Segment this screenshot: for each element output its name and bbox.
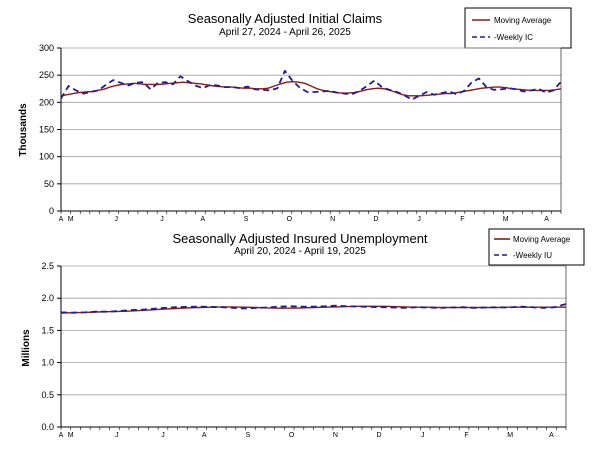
y-tick-label: 1.5 [41,325,54,335]
x-tick-label: F [464,432,468,439]
y-tick-label: 250 [39,70,54,80]
x-tick-label: D [373,216,378,223]
x-tick-label: S [246,432,251,439]
series-line-weekly [60,303,567,314]
chart-subtitle: April 27, 2024 - April 26, 2025 [219,27,351,38]
legend-box [488,228,585,266]
x-tick-label: M [68,432,74,439]
legend: Moving Average -Weekly IU [488,228,585,266]
x-tick-label: J [417,216,421,223]
x-tick-label: J [421,432,425,439]
y-axis-label: Millions [21,329,32,367]
x-tick-label: A [59,216,64,223]
y-tick-label: 2.5 [41,261,54,271]
x-tick-label: M [68,216,74,223]
x-tick-label: N [333,432,338,439]
x-tick-label: J [115,216,119,223]
series-line-weekly [60,69,562,101]
legend-box [464,7,572,49]
y-tick-label: 1.0 [41,358,54,368]
y-tick-label: 2.0 [41,293,54,303]
legend-label-moving-average: Moving Average [494,16,552,25]
x-tick-label: A [200,216,205,223]
y-tick-label: 100 [39,152,54,162]
y-tick-label: 0 [49,206,54,216]
x-tick-label: A [549,432,554,439]
y-tick-label: 300 [39,43,54,53]
x-tick-label: S [244,216,249,223]
x-tick-label: J [115,432,119,439]
x-tick-label: M [507,432,513,439]
y-tick-label: 0.5 [41,390,54,400]
chart-title: Seasonally Adjusted Insured Unemployment [172,231,427,246]
insured-unemployment-chart: Seasonally Adjusted Insured Unemployment… [21,228,585,439]
x-tick-label: D [377,432,382,439]
legend-label-moving-average: Moving Average [513,235,571,244]
series-line-moving-average [60,80,562,97]
chart-title: Seasonally Adjusted Initial Claims [188,11,383,26]
y-tick-label: 0.0 [41,422,54,432]
plot-area: 0.00.51.01.52.02.5A M J J A S O N D J F M A [41,261,567,439]
x-tick-label: A [202,432,207,439]
x-tick-label: O [287,216,293,223]
chart-subtitle: April 20, 2024 - April 19, 2025 [234,246,366,257]
legend-label-weekly: -Weekly IC [494,33,533,42]
legend-label-weekly: -Weekly IU [513,251,552,260]
x-tick-label: F [460,216,464,223]
y-axis-label: Thousands [18,103,29,157]
x-tick-label: A [59,432,64,439]
y-tick-label: 150 [39,125,54,135]
x-tick-label: M [503,216,509,223]
y-tick-label: 50 [44,179,54,189]
y-tick-label: 200 [39,97,54,107]
initial-claims-chart: Seasonally Adjusted Initial Claims April… [18,7,572,223]
x-tick-label: J [160,216,164,223]
x-tick-label: O [289,432,295,439]
x-tick-label: N [330,216,335,223]
x-tick-label: J [161,432,165,439]
x-tick-label: A [544,216,549,223]
legend: Moving Average -Weekly IC [464,7,572,49]
